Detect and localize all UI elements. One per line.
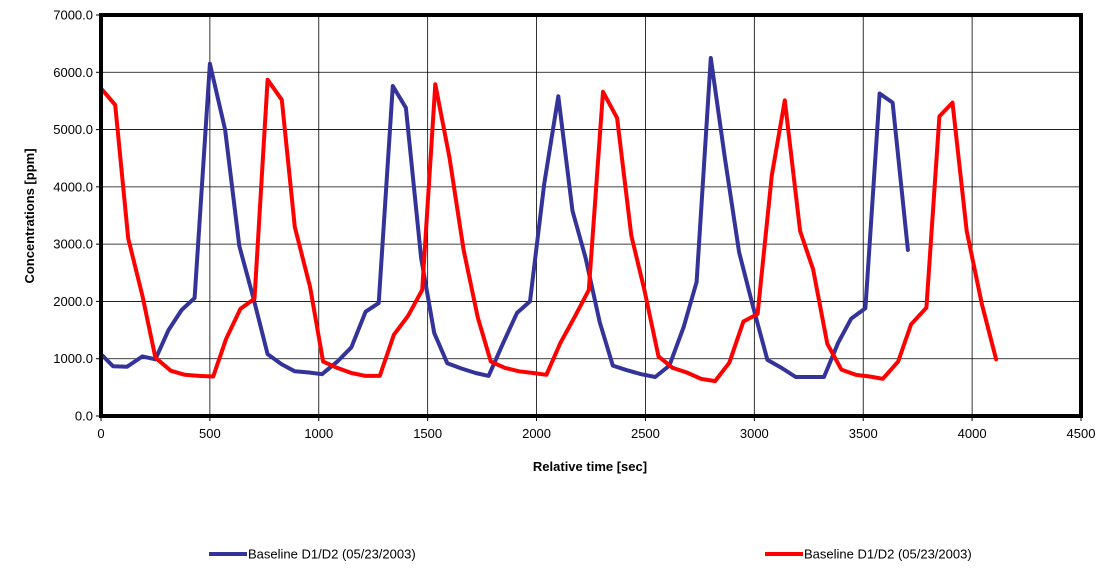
y-tick-label: 6000.0 — [53, 65, 93, 80]
plot-area-frame — [99, 13, 1083, 418]
x-tick-label: 3000 — [740, 426, 769, 441]
x-tick-label: 0 — [97, 426, 104, 441]
series-line-1 — [99, 56, 910, 379]
y-tick-label: 0.0 — [75, 409, 93, 424]
series-layer — [99, 56, 999, 384]
x-tick-label: 4000 — [958, 426, 987, 441]
y-tick-label: 2000.0 — [53, 294, 93, 309]
legend-label-2: Baseline D1/D2 (05/23/2003) — [804, 547, 972, 562]
x-tick-label: 500 — [199, 426, 221, 441]
series-line-2 — [99, 77, 999, 384]
y-tick-label: 7000.0 — [53, 8, 93, 23]
x-tick-label: 4500 — [1067, 426, 1096, 441]
x-tick-label: 2500 — [631, 426, 660, 441]
y-tick-label: 3000.0 — [53, 237, 93, 252]
x-tick-label: 1500 — [413, 426, 442, 441]
y-tick-label: 5000.0 — [53, 122, 93, 137]
x-tick-label: 3500 — [849, 426, 878, 441]
y-axis-ticks: 0.0 1000.0 2000.0 3000.0 4000.0 5000.0 6000.0 7… — [53, 8, 101, 424]
x-axis-title: Relative time [sec] — [533, 459, 647, 474]
y-tick-label: 1000.0 — [53, 351, 93, 366]
y-tick-label: 4000.0 — [53, 179, 93, 194]
legend: Baseline D1/D2 (05/23/2003) Baseline D1/D… — [209, 547, 972, 562]
legend-label-1: Baseline D1/D2 (05/23/2003) — [248, 547, 416, 562]
x-tick-label: 1000 — [304, 426, 333, 441]
x-axis-ticks: 0 500 1000 1500 2000 2500 3000 3500 4000 4500 — [97, 416, 1095, 441]
x-tick-label: 2000 — [522, 426, 551, 441]
y-axis-title: Concentrations [ppm] — [22, 148, 37, 283]
